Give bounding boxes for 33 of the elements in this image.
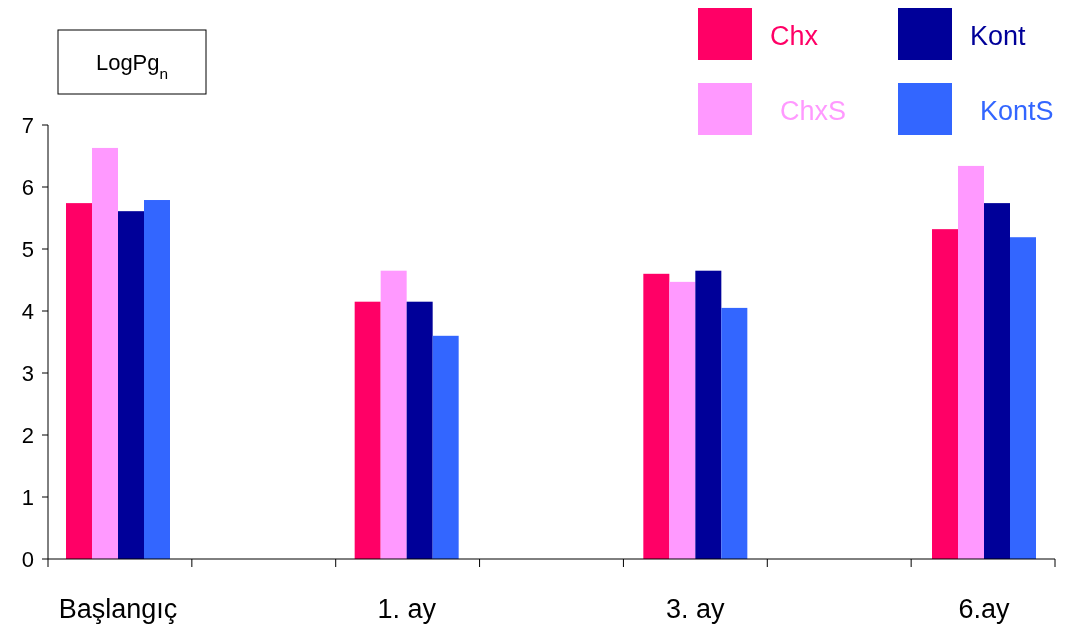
- bar: [669, 281, 696, 559]
- bar: [92, 147, 118, 559]
- bar: [380, 270, 407, 559]
- y-tick-label: 4: [21, 298, 34, 324]
- bar: [432, 335, 459, 559]
- y-tick-label: 6: [21, 174, 34, 200]
- y-tick-label: 7: [21, 112, 34, 138]
- bar: [66, 203, 92, 559]
- y-tick-label: 2: [21, 422, 34, 448]
- bar: [1010, 237, 1036, 559]
- bar: [406, 301, 433, 559]
- bar: [643, 273, 670, 559]
- y-tick-label: 5: [21, 236, 34, 262]
- legend-label: Kont: [970, 21, 1027, 52]
- y-axis-title: LogPg$_{n}$: [95, 50, 169, 82]
- legend-label: Chx: [770, 21, 819, 52]
- x-tick-label: Başlangıç: [58, 594, 178, 624]
- bar: [695, 270, 722, 559]
- x-tick-label: 1. ay: [377, 594, 437, 624]
- bar: [118, 211, 144, 559]
- bar: [721, 307, 748, 559]
- x-tick-label: 6.ay: [958, 594, 1011, 624]
- bar: [354, 301, 381, 559]
- y-tick-label: 0: [21, 546, 34, 572]
- x-tick-label: 3. ay: [666, 594, 726, 624]
- bar: [932, 229, 958, 559]
- bar: [958, 165, 984, 559]
- bar: [984, 203, 1010, 559]
- bar: [144, 200, 170, 559]
- legend-label: KontS: [980, 96, 1054, 127]
- legend-label: ChxS: [780, 96, 847, 127]
- y-tick-label: 1: [21, 484, 34, 510]
- y-tick-label: 3: [21, 360, 34, 386]
